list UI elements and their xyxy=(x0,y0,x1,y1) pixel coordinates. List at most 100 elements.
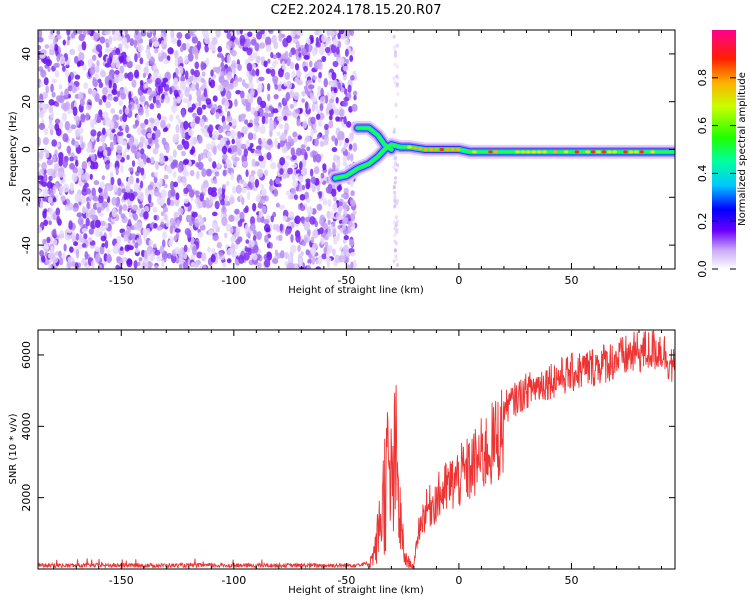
noise-speckle xyxy=(154,47,159,54)
noise-speckle xyxy=(145,61,150,68)
noise-speckle xyxy=(282,215,288,222)
noise-speckle xyxy=(396,43,400,48)
noise-speckle xyxy=(243,148,249,157)
noise-speckle xyxy=(301,167,308,176)
noise-speckle xyxy=(344,137,350,144)
noise-speckle xyxy=(287,253,292,262)
noise-speckle xyxy=(163,174,169,180)
noise-speckle xyxy=(332,248,336,257)
noise-speckle xyxy=(300,250,304,256)
noise-speckle xyxy=(295,147,303,156)
noise-speckle xyxy=(201,83,205,92)
noise-speckle xyxy=(105,42,110,48)
noise-speckle xyxy=(39,249,45,257)
noise-speckle xyxy=(81,161,88,171)
noise-speckle xyxy=(221,216,228,227)
noise-speckle xyxy=(317,255,323,265)
noise-speckle xyxy=(181,138,186,146)
noise-speckle xyxy=(96,132,101,139)
noise-speckle xyxy=(101,127,106,136)
noise-speckle xyxy=(324,134,329,144)
noise-speckle xyxy=(169,217,175,227)
noise-speckle xyxy=(396,92,400,97)
noise-speckle xyxy=(235,226,241,233)
noise-speckle xyxy=(289,103,295,109)
noise-speckle xyxy=(394,168,398,173)
noise-speckle xyxy=(206,143,212,151)
noise-speckle xyxy=(309,92,314,100)
noise-speckle xyxy=(99,226,106,232)
noise-speckle xyxy=(208,229,214,236)
noise-speckle xyxy=(205,98,212,105)
spectrogram-ytick-label: 40 xyxy=(20,47,33,61)
noise-speckle xyxy=(225,124,231,131)
noise-speckle xyxy=(396,64,400,69)
noise-speckle xyxy=(199,193,205,202)
noise-speckle xyxy=(394,53,398,58)
noise-speckle xyxy=(311,247,316,257)
noise-speckle xyxy=(394,257,398,262)
noise-speckle xyxy=(62,65,66,72)
noise-speckle xyxy=(63,243,67,252)
noise-speckle xyxy=(155,99,160,106)
noise-speckle xyxy=(102,95,107,103)
noise-speckle xyxy=(205,197,210,206)
noise-speckle xyxy=(333,154,337,162)
noise-speckle xyxy=(295,40,300,50)
noise-speckle xyxy=(263,60,268,68)
noise-speckle xyxy=(54,70,60,78)
noise-speckle xyxy=(97,78,102,84)
snr-x-label: Height of straight line (km) xyxy=(288,585,424,596)
noise-speckle xyxy=(309,168,314,177)
noise-speckle xyxy=(134,247,140,254)
noise-speckle xyxy=(114,69,120,75)
noise-speckle xyxy=(69,156,75,162)
noise-speckle xyxy=(242,160,248,167)
noise-speckle xyxy=(176,219,181,227)
noise-speckle xyxy=(293,194,299,200)
noise-speckle xyxy=(238,254,245,264)
noise-speckle xyxy=(165,165,172,173)
noise-speckle xyxy=(220,61,225,68)
noise-speckle xyxy=(239,90,245,99)
noise-speckle xyxy=(295,169,302,175)
noise-speckle xyxy=(191,103,196,110)
noise-speckle xyxy=(43,173,48,183)
noise-speckle xyxy=(319,103,324,112)
noise-speckle xyxy=(93,32,99,42)
noise-speckle xyxy=(182,176,186,184)
noise-speckle xyxy=(344,30,351,39)
noise-speckle xyxy=(141,262,146,269)
noise-speckle xyxy=(206,151,212,159)
noise-speckle xyxy=(202,264,207,269)
noise-speckle xyxy=(113,184,118,193)
noise-speckle xyxy=(393,80,397,85)
noise-speckle xyxy=(54,118,61,124)
noise-speckle xyxy=(212,161,217,169)
noise-speckle xyxy=(247,132,254,141)
noise-speckle xyxy=(55,207,61,216)
noise-speckle xyxy=(264,258,271,268)
noise-speckle xyxy=(259,162,266,169)
noise-speckle xyxy=(188,93,193,102)
noise-speckle xyxy=(222,120,227,130)
noise-speckle xyxy=(196,199,201,205)
noise-speckle xyxy=(108,79,113,89)
noise-speckle xyxy=(116,256,122,261)
noise-speckle xyxy=(128,138,134,147)
noise-speckle xyxy=(102,118,107,126)
noise-speckle xyxy=(245,239,250,244)
noise-speckle xyxy=(103,149,108,157)
noise-speckle xyxy=(81,41,87,51)
noise-speckle xyxy=(83,233,88,240)
noise-speckle xyxy=(62,39,66,46)
noise-speckle xyxy=(327,198,332,208)
noise-speckle xyxy=(286,35,292,44)
noise-speckle xyxy=(131,160,136,167)
noise-speckle xyxy=(342,155,347,163)
noise-speckle xyxy=(244,119,249,125)
spectrogram-xtick-label: 50 xyxy=(564,274,578,287)
noise-speckle xyxy=(279,156,286,166)
noise-speckle xyxy=(347,84,352,94)
noise-speckle xyxy=(253,123,260,133)
